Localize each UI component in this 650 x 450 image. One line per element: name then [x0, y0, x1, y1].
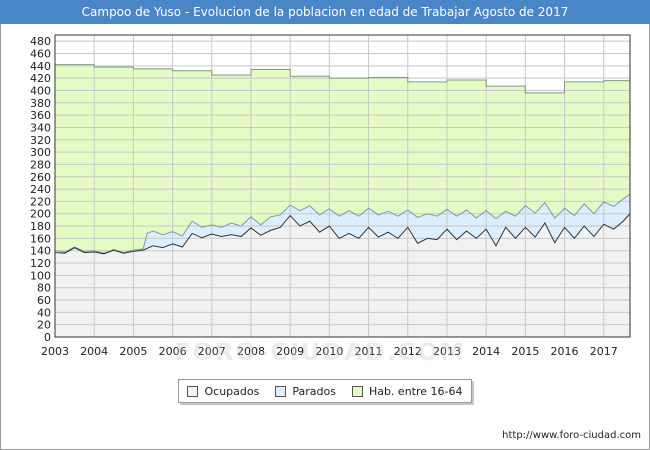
y-tick-label: 180	[30, 220, 51, 233]
y-tick-label: 360	[30, 109, 51, 122]
legend-item-ocupados: Ocupados	[187, 385, 259, 398]
y-tick-label: 120	[30, 257, 51, 270]
legend-item-parados: Parados	[275, 385, 336, 398]
x-tick-label: 2011	[355, 345, 383, 358]
hab-swatch	[351, 385, 363, 397]
chart-title: Campoo de Yuso - Evolucion de la poblaci…	[81, 5, 569, 19]
y-tick-label: 460	[30, 47, 51, 60]
y-tick-label: 400	[30, 84, 51, 97]
parados-swatch	[275, 385, 287, 397]
x-tick-label: 2004	[80, 345, 108, 358]
x-tick-label: 2016	[551, 345, 579, 358]
series-parados-line	[54, 193, 631, 254]
y-tick-label: 380	[30, 97, 51, 110]
watermark: FORO-CIUDAD.COM	[174, 338, 466, 366]
x-tick-label: 2017	[590, 345, 618, 358]
y-tick-label: 40	[37, 306, 51, 319]
legend-label-parados: Parados	[292, 384, 336, 398]
x-tick-label: 2003	[41, 345, 69, 358]
x-tick-label: 2014	[472, 345, 500, 358]
y-tick-label: 200	[30, 208, 51, 221]
y-tick-label: 220	[30, 195, 51, 208]
y-tick-label: 100	[30, 269, 51, 282]
y-tick-label: 260	[30, 171, 51, 184]
x-tick-label: 2015	[511, 345, 539, 358]
x-tick-label: 2010	[315, 345, 343, 358]
ocupados-swatch	[187, 385, 199, 397]
y-tick-label: 80	[37, 282, 51, 295]
x-tick-label: 2005	[119, 345, 147, 358]
y-tick-label: 480	[30, 35, 51, 48]
y-tick-label: 20	[37, 319, 51, 332]
y-tick-label: 60	[37, 294, 51, 307]
y-tick-label: 240	[30, 183, 51, 196]
y-tick-label: 140	[30, 245, 51, 258]
y-tick-label: 0	[44, 331, 51, 344]
y-tick-label: 300	[30, 146, 51, 159]
x-tick-label: 2013	[433, 345, 461, 358]
legend-label-hab: Hab. entre 16-64	[368, 384, 463, 398]
y-tick-label: 280	[30, 158, 51, 171]
y-tick-label: 420	[30, 72, 51, 85]
title-bar: Campoo de Yuso - Evolucion de la poblaci…	[0, 0, 650, 24]
series-hab-line	[55, 64, 630, 94]
source-link[interactable]: http://www.foro-ciudad.com	[502, 430, 641, 441]
x-tick-label: 2006	[159, 345, 187, 358]
y-tick-label: 440	[30, 60, 51, 73]
series-ocupados-line	[54, 213, 631, 255]
x-tick-label: 2012	[394, 345, 422, 358]
legend-item-hab: Hab. entre 16-64	[351, 384, 463, 398]
x-tick-label: 2007	[198, 345, 226, 358]
plot-border	[54, 34, 631, 338]
x-tick-label: 2008	[237, 345, 265, 358]
y-tick-label: 340	[30, 121, 51, 134]
y-tick-label: 320	[30, 134, 51, 147]
y-tick-label: 160	[30, 232, 51, 245]
legend-label-ocupados: Ocupados	[204, 384, 260, 398]
x-tick-label: 2009	[276, 345, 304, 358]
legend: Ocupados Parados Hab. entre 16-64	[178, 379, 472, 403]
